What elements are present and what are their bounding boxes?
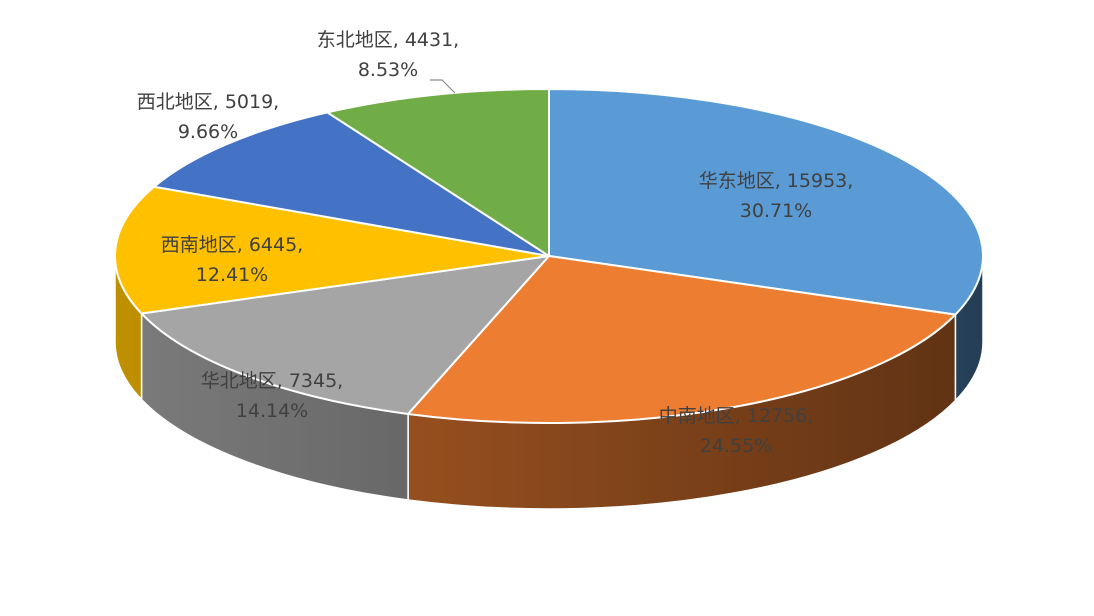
pie-slice-西南地区 bbox=[114, 185, 550, 315]
data-label-line2: 12.41% bbox=[196, 264, 268, 286]
data-labels: 华东地区, 15953, 30.71% 中南地区, 12756, 24.55% 华北地区… bbox=[137, 29, 854, 457]
data-label-中南地区: 中南地区, 12756, 24.55% bbox=[659, 405, 814, 457]
data-label-line2: 8.53% bbox=[358, 59, 418, 81]
leader-lines bbox=[430, 79, 456, 94]
leader-line-东北地区 bbox=[430, 79, 456, 94]
data-label-东北地区: 东北地区, 4431, 8.53% bbox=[317, 29, 459, 81]
data-label-华东地区: 华东地区, 15953, 30.71% bbox=[699, 170, 854, 222]
pie-slice-华北地区 bbox=[140, 255, 550, 415]
data-label-西南地区: 西南地区, 6445, 12.41% bbox=[161, 234, 303, 286]
data-label-西北地区: 西北地区, 5019, 9.66% bbox=[137, 91, 279, 143]
pie-slice-东北地区 bbox=[326, 88, 550, 257]
data-label-line2: 24.55% bbox=[700, 435, 772, 457]
pie-slice-中南地区 bbox=[407, 255, 957, 424]
data-label-line1: 东北地区, 4431, bbox=[317, 29, 459, 51]
pie-slice-华东地区 bbox=[548, 88, 984, 316]
pie-tops bbox=[114, 88, 984, 424]
data-label-line1: 西北地区, 5019, bbox=[137, 91, 279, 113]
data-label-line2: 14.14% bbox=[236, 400, 308, 422]
data-label-line1: 华北地区, 7345, bbox=[201, 370, 343, 392]
pie-slice-西北地区 bbox=[153, 111, 550, 257]
data-label-华北地区: 华北地区, 7345, 14.14% bbox=[201, 370, 343, 422]
data-label-line1: 华东地区, 15953, bbox=[699, 170, 854, 192]
data-label-line1: 西南地区, 6445, bbox=[161, 234, 303, 256]
data-label-line2: 30.71% bbox=[740, 200, 812, 222]
data-label-line2: 9.66% bbox=[178, 121, 238, 143]
data-label-line1: 中南地区, 12756, bbox=[659, 405, 814, 427]
